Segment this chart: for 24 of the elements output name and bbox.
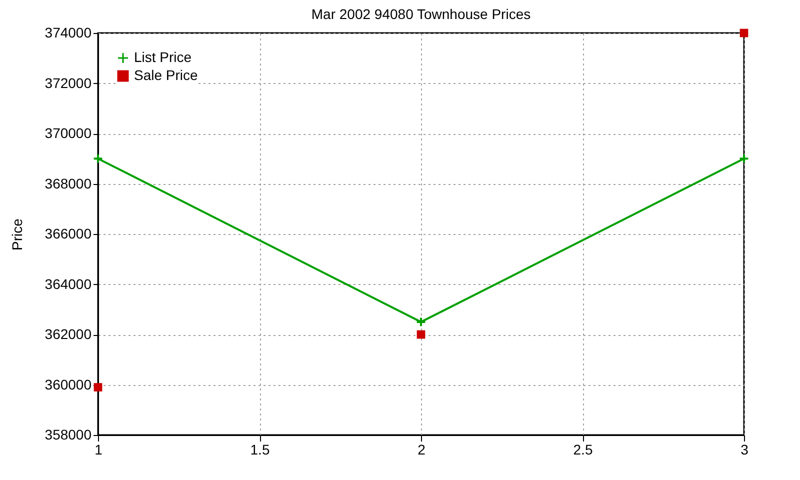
y-tick-label: 368000 <box>44 175 92 192</box>
x-tick-label: 3 <box>740 442 749 458</box>
x-tick-label: 2 <box>418 442 426 458</box>
y-tick-label: 374000 <box>44 24 92 40</box>
x-tick-label: 1 <box>94 442 103 458</box>
y-tick-label: 366000 <box>44 226 92 242</box>
y-tick-label: 372000 <box>44 74 92 91</box>
point <box>416 330 426 339</box>
x-tick-label: 1.5 <box>250 442 270 458</box>
point <box>740 28 748 38</box>
y-tick-label: 370000 <box>44 125 92 141</box>
y-tick-label: 358000 <box>44 426 92 442</box>
point <box>738 153 750 164</box>
legend-label: Sale Price <box>134 67 198 83</box>
point <box>94 383 102 392</box>
x-tick-label: 2.5 <box>573 442 593 458</box>
legend-label: List Price <box>134 49 192 65</box>
y-tick-label: 360000 <box>44 376 92 392</box>
y-tick-label: 362000 <box>44 326 92 342</box>
chart-title: Mar 2002 94080 Townhouse Prices <box>311 6 531 22</box>
y-tick-label: 364000 <box>44 276 92 292</box>
point <box>92 153 104 164</box>
point <box>416 316 426 328</box>
y-axis-title: Price <box>8 218 25 250</box>
